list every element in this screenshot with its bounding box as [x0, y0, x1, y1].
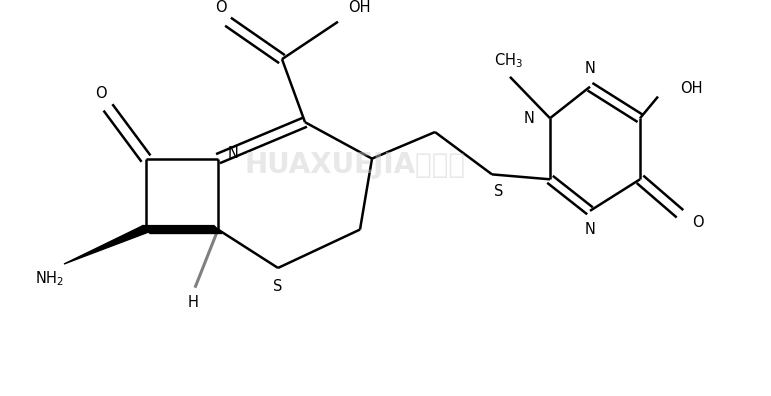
Text: H: H — [187, 295, 198, 310]
Text: O: O — [692, 215, 704, 230]
Text: OH: OH — [680, 81, 702, 96]
Text: OH: OH — [348, 0, 371, 15]
Text: HUAXUEJIA化学品: HUAXUEJIA化学品 — [244, 150, 466, 179]
Text: N: N — [524, 111, 534, 126]
Text: NH$_2$: NH$_2$ — [35, 269, 63, 288]
Text: N: N — [584, 222, 595, 237]
Polygon shape — [64, 226, 150, 264]
Text: N: N — [584, 61, 595, 76]
Text: S: S — [273, 279, 283, 294]
Text: CH$_3$: CH$_3$ — [493, 52, 523, 70]
Text: S: S — [494, 184, 503, 199]
Text: N: N — [227, 146, 238, 161]
Text: O: O — [215, 0, 227, 15]
Text: O: O — [95, 86, 107, 101]
Polygon shape — [142, 226, 222, 234]
